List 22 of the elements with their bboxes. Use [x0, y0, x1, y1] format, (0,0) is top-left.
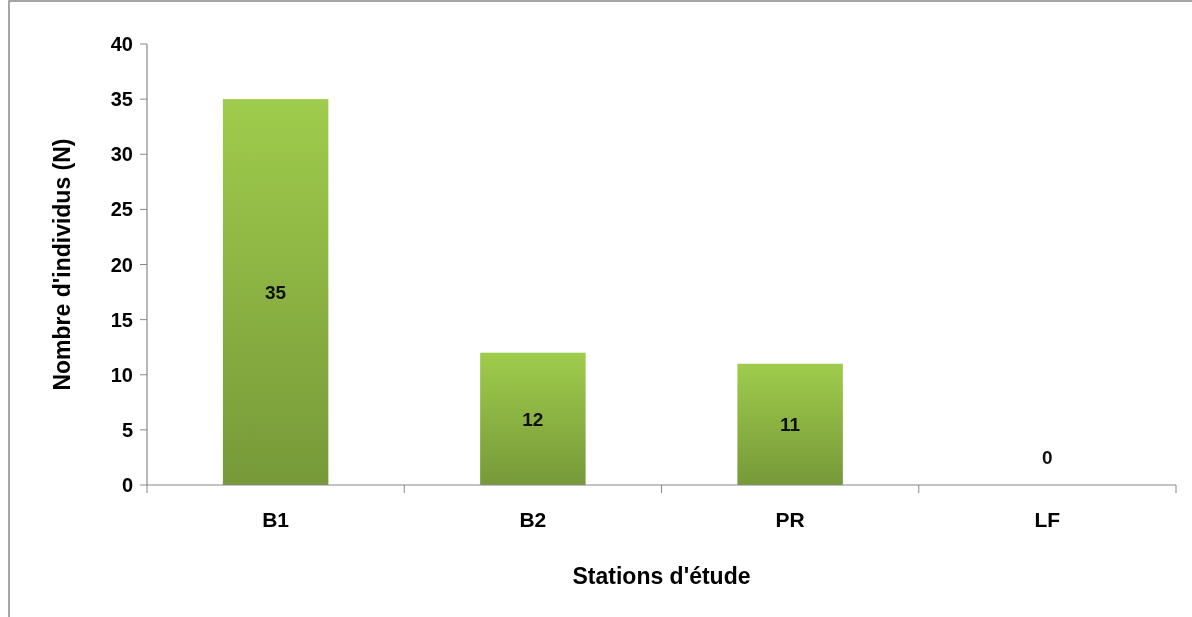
- data-label: 11: [780, 414, 801, 436]
- y-tick-label: 0: [121, 474, 133, 496]
- bar: [737, 363, 843, 485]
- y-tick-label: 20: [110, 253, 133, 276]
- y-axis-title: Nombre d'individus (N): [49, 138, 75, 391]
- y-tick-label: 30: [110, 143, 133, 166]
- y-tick-label: 15: [110, 308, 133, 331]
- y-tick-label: 5: [121, 418, 133, 441]
- y-tick-label: 25: [110, 198, 133, 221]
- y-tick-label: 35: [110, 88, 133, 111]
- x-axis-title: Stations d'étude: [572, 563, 751, 589]
- data-label: 12: [522, 408, 544, 430]
- x-tick-label: PR: [775, 508, 805, 531]
- bar: [222, 99, 329, 485]
- x-tick-label: LF: [1034, 508, 1061, 531]
- x-tick-label: B1: [262, 508, 290, 531]
- y-tick-label: 40: [110, 33, 133, 55]
- bar: [480, 352, 586, 485]
- x-tick-label: B2: [519, 508, 547, 531]
- y-tick-label: 10: [110, 363, 133, 386]
- data-label: 35: [265, 281, 287, 303]
- data-label: 0: [1042, 446, 1053, 468]
